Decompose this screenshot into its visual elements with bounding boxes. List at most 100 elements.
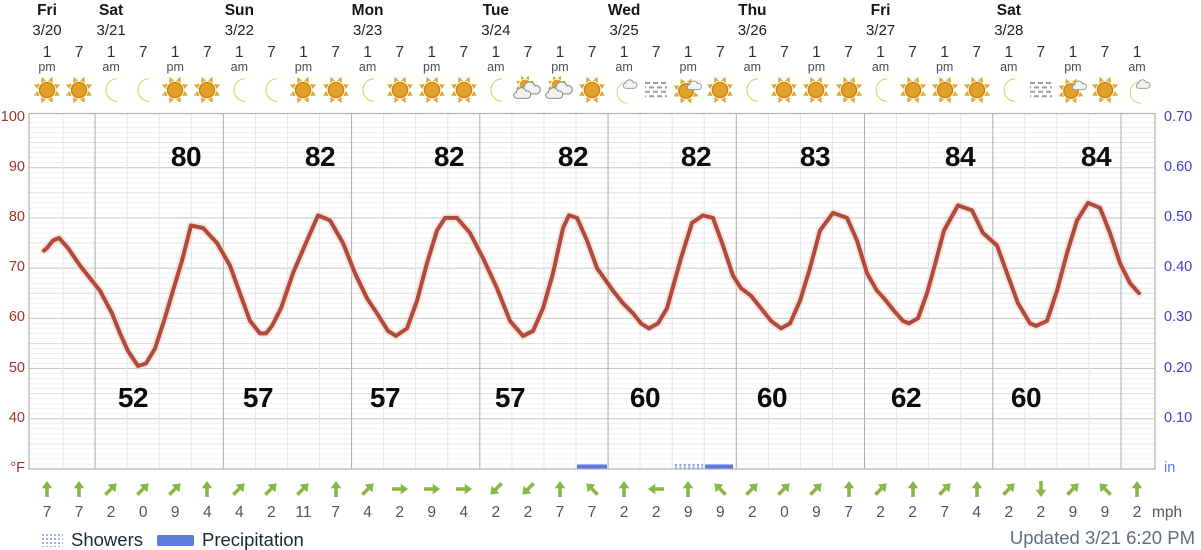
y-axis-right-tick: 0.10 xyxy=(1164,409,1193,426)
legend: Showers Precipitation xyxy=(41,529,304,550)
wind-speed-value: 4 xyxy=(972,504,982,521)
weather-moon-cloud-icon xyxy=(1122,75,1152,105)
wind-arrow-icon xyxy=(871,479,891,499)
meridiem-label: am xyxy=(615,60,633,74)
daily-high-label: 82 xyxy=(433,141,465,172)
weather-sun-icon xyxy=(962,75,992,105)
day-label: Sat xyxy=(996,2,1021,19)
wind-arrow-icon xyxy=(935,479,955,499)
time-label: 7 xyxy=(395,44,404,61)
time-label: 1 xyxy=(42,44,52,61)
day-label: Sat xyxy=(99,2,124,19)
wind-arrow-icon xyxy=(742,479,762,499)
weather-sun-icon xyxy=(192,75,222,105)
weather-sun-icon xyxy=(321,75,351,105)
daily-high-label: 82 xyxy=(557,141,589,172)
time-label: 1 xyxy=(619,44,629,61)
meridiem-label: am xyxy=(230,60,249,74)
time-label: 1 xyxy=(683,44,693,61)
wind-arrow-icon xyxy=(390,479,410,499)
wind-speed-value: 2 xyxy=(748,504,757,521)
daily-low-label: 57 xyxy=(494,382,526,413)
date-label: 3/24 xyxy=(481,22,511,39)
wind-arrow-icon xyxy=(646,479,666,499)
meridiem-label: pm xyxy=(1064,60,1082,74)
daily-low-label: 60 xyxy=(756,382,788,413)
daily-low-label: 52 xyxy=(117,382,149,413)
wind-arrow-icon xyxy=(903,479,923,499)
wind-arrow-icon xyxy=(1127,479,1147,499)
wind-arrow-icon xyxy=(293,479,313,499)
daily-low-label: 60 xyxy=(1010,382,1042,413)
wind-speed-value: 7 xyxy=(940,504,949,521)
precipitation-marks xyxy=(577,464,733,469)
weather-sun-icon xyxy=(705,75,735,105)
weather-sun-icon xyxy=(288,75,318,105)
y-axis-right-tick: 0.20 xyxy=(1164,359,1193,376)
y-axis-right-tick: 0.60 xyxy=(1164,158,1193,175)
time-label: 7 xyxy=(587,44,597,61)
date-label: 3/22 xyxy=(224,22,254,39)
date-label: 3/27 xyxy=(865,22,896,39)
day-label: Fri xyxy=(37,2,57,19)
wind-speed-value: 4 xyxy=(363,504,372,521)
updated-timestamp: Updated 3/21 6:20 PM xyxy=(1009,527,1195,548)
time-label: 1 xyxy=(299,44,308,61)
wind-arrow-icon xyxy=(518,479,538,499)
wind-arrow-icon xyxy=(582,479,602,499)
time-label: 7 xyxy=(459,44,469,61)
legend-showers-label: Showers xyxy=(71,529,143,550)
wind-arrow-icon xyxy=(1063,479,1083,499)
time-label: 7 xyxy=(972,44,982,61)
wind-speed-value: 2 xyxy=(1132,504,1142,521)
meridiem-label: pm xyxy=(423,60,441,74)
time-label: 7 xyxy=(267,44,276,61)
y-axis-left-tick: 100 xyxy=(0,108,25,125)
daily-high-label: 82 xyxy=(680,141,712,172)
wind-speed-value: 2 xyxy=(1004,504,1014,521)
weather-sun-icon xyxy=(577,75,607,105)
time-label: 7 xyxy=(138,44,148,61)
time-label: 7 xyxy=(908,44,917,61)
time-label: 7 xyxy=(1100,44,1110,61)
wind-speed-value: 9 xyxy=(427,504,437,521)
weather-sun-icon xyxy=(898,75,928,105)
weather-moon-icon xyxy=(737,75,767,105)
wind-arrow-icon xyxy=(69,479,89,499)
time-label: 7 xyxy=(715,44,725,61)
weather-sun-icon xyxy=(801,75,831,105)
meridiem-label: am xyxy=(358,60,377,74)
meridiem-label: pm xyxy=(679,60,697,74)
wind-speed-value: 7 xyxy=(42,504,52,521)
wind-arrow-icon xyxy=(710,479,730,499)
y-axis-right-tick: 0.70 xyxy=(1164,108,1193,125)
time-label: 1 xyxy=(235,44,244,61)
daily-low-label: 57 xyxy=(369,382,401,413)
temperature-curve xyxy=(42,200,1141,368)
day-label: Thu xyxy=(738,2,767,19)
precip-bar xyxy=(705,464,733,469)
gridlines xyxy=(28,112,1156,470)
meridiem-label: pm xyxy=(166,60,184,74)
wind-speed-value: 2 xyxy=(395,504,404,521)
weather-sun-icon xyxy=(160,75,190,105)
time-label: 1 xyxy=(363,44,372,61)
day-label: Sun xyxy=(224,2,254,19)
wind-arrow-icon xyxy=(967,479,987,499)
y-axis-right-tick: 0.50 xyxy=(1164,208,1193,225)
day-label: Tue xyxy=(482,2,510,19)
time-label: 1 xyxy=(812,44,821,61)
wind-arrow-icon xyxy=(1095,479,1115,499)
wind-speed-value: 9 xyxy=(170,504,180,521)
meridiem-label: am xyxy=(1128,60,1146,74)
showers-swatch-icon xyxy=(41,533,63,547)
y-axis-left-tick: 60 xyxy=(8,309,25,326)
wind-speed-value: 7 xyxy=(331,504,340,521)
meridiem-label: pm xyxy=(294,60,313,74)
wind-arrow-icon xyxy=(37,479,57,499)
day-label: Fri xyxy=(870,2,891,19)
wind-speed-value: 7 xyxy=(587,504,597,521)
y-axis-left-tick: 40 xyxy=(8,409,25,426)
wind-arrow-icon xyxy=(101,479,121,499)
